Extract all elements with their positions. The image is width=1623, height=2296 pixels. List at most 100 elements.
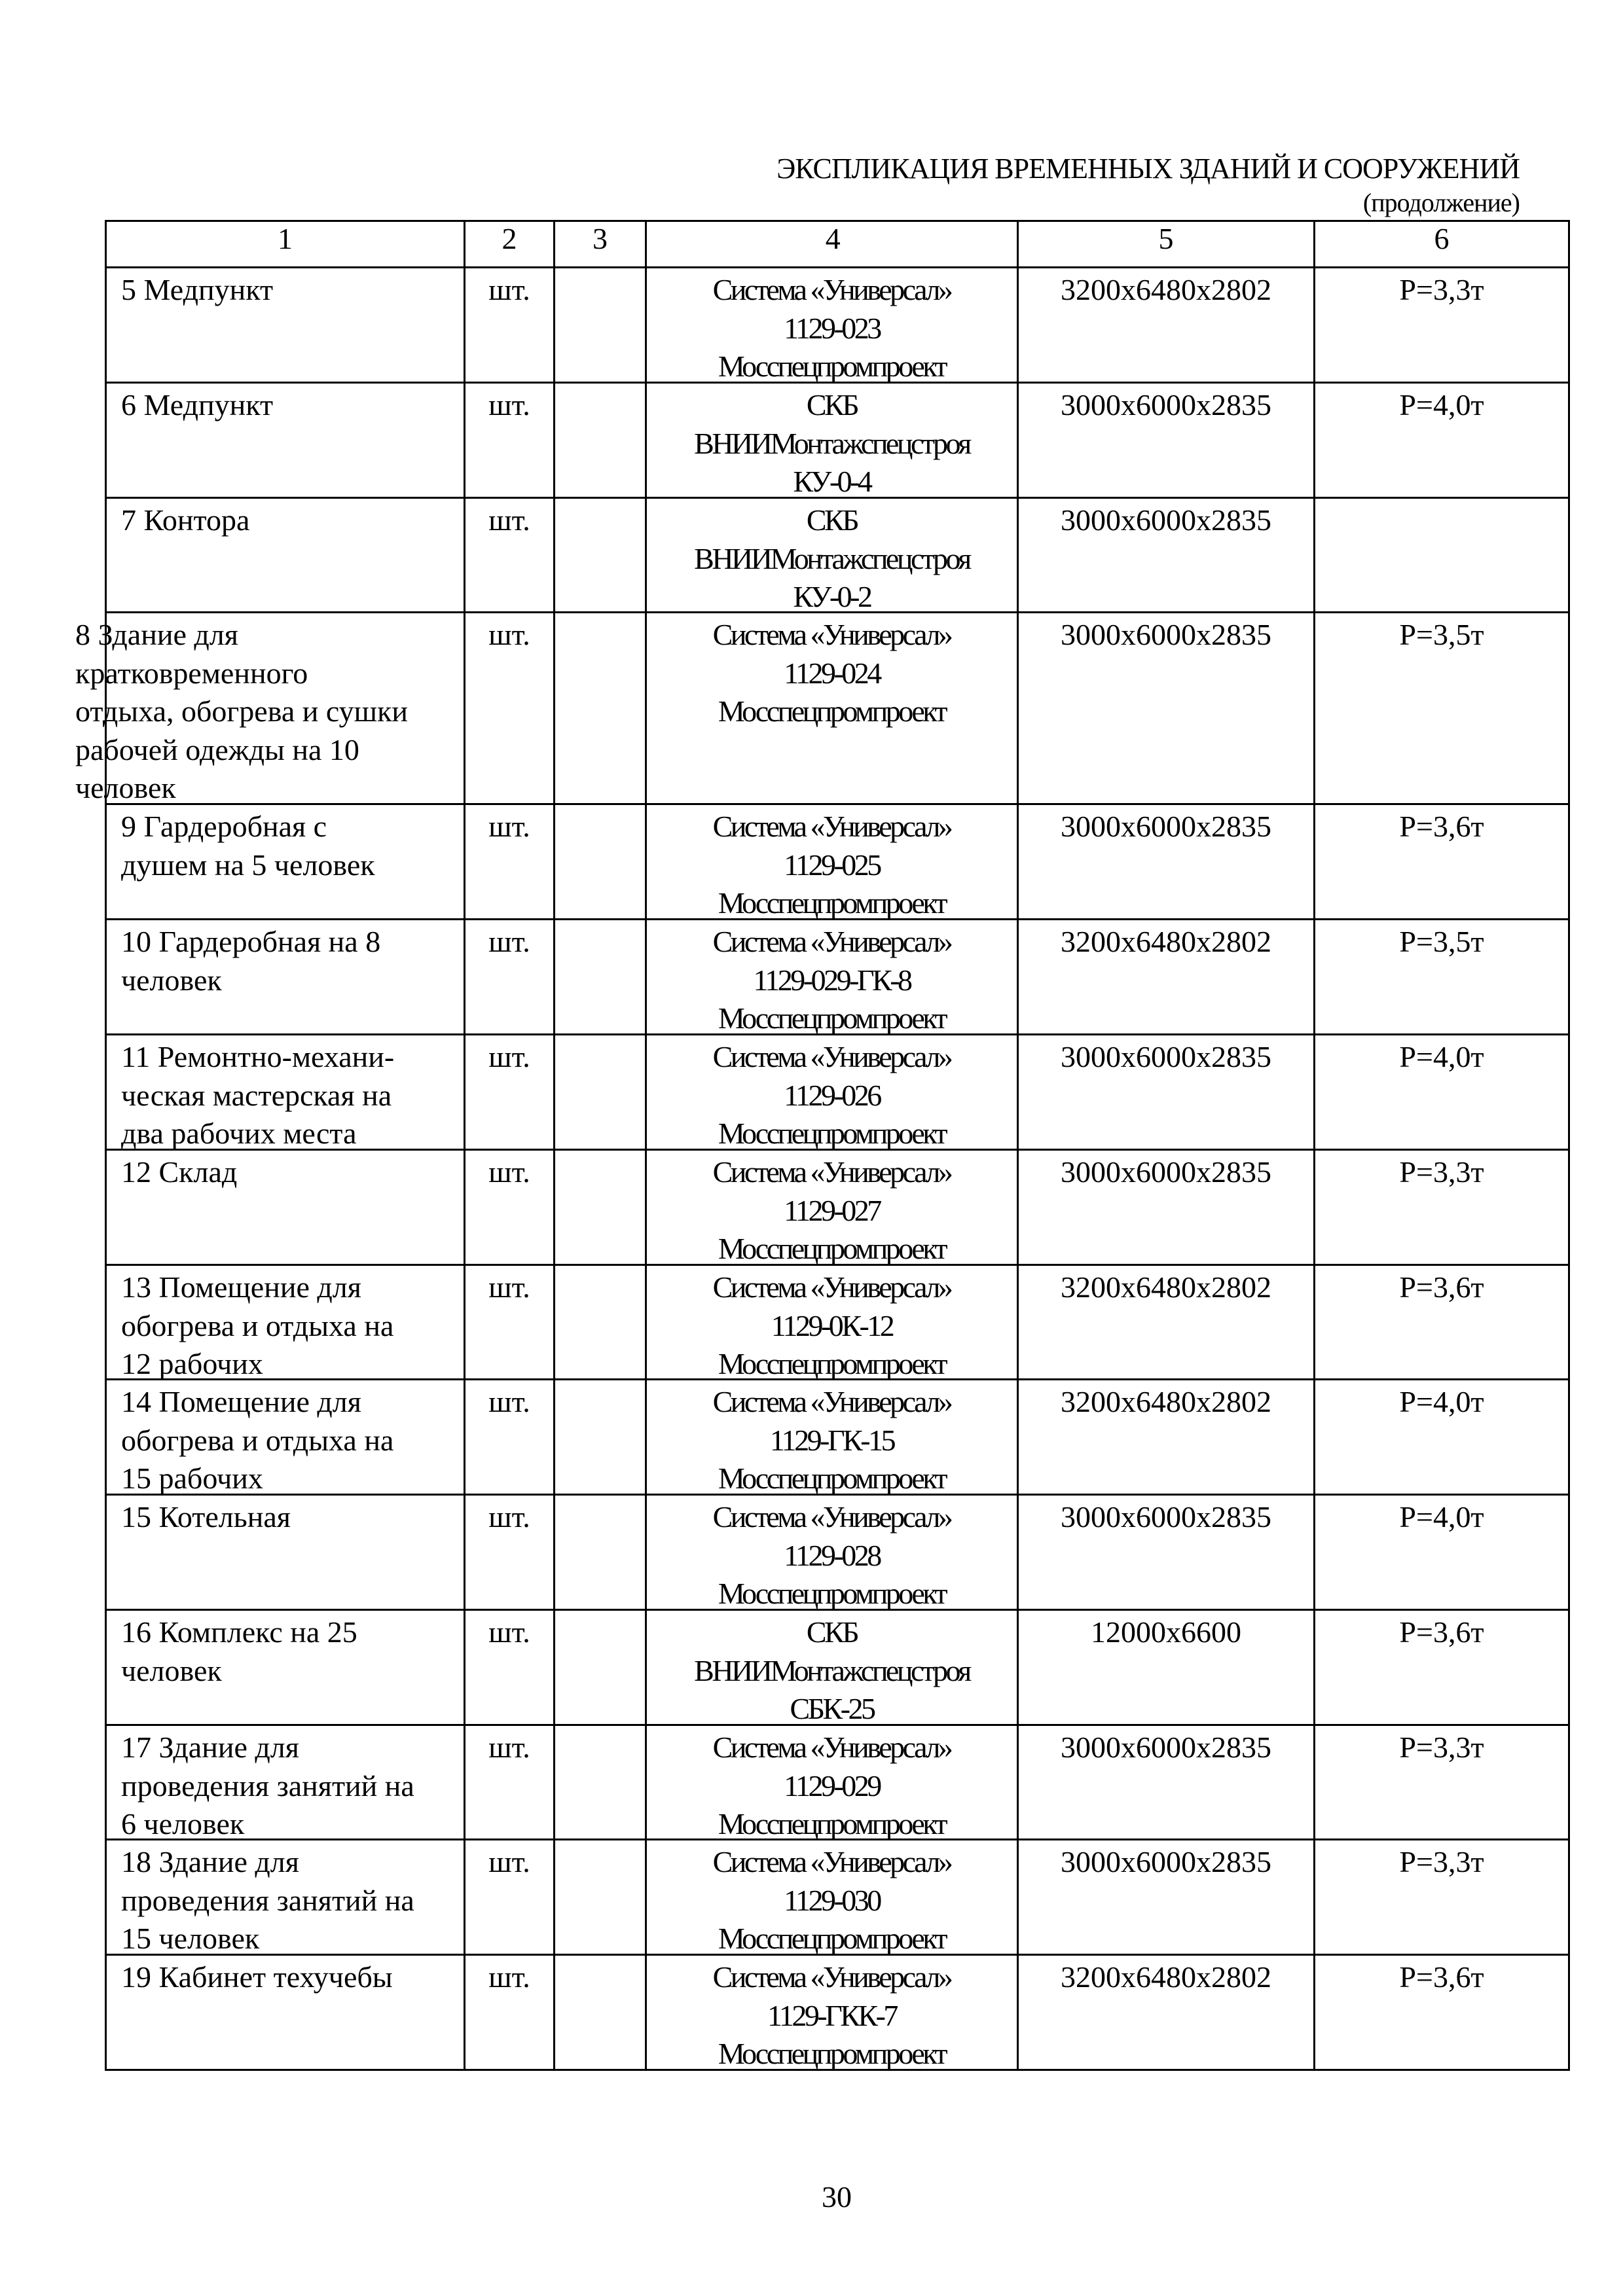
cell-text: шт. — [488, 273, 530, 306]
cell-type: Система «Универсал» 1129-026 Мосспецпромпр… — [645, 1035, 1017, 1150]
cell-text: человек — [75, 771, 176, 805]
cell-text: обогрева и отдыха на — [121, 1423, 394, 1457]
cell-text: P=3,3т — [1399, 1155, 1484, 1189]
cell-name: 18 Здание для проведения занятий на 15 чел… — [105, 1840, 464, 1955]
cell-text: P=3,6т — [1399, 1270, 1484, 1304]
cell-name: 14 Помещение для обогрева и отдыха на 15 р… — [105, 1380, 464, 1495]
page-number: 30 — [822, 2180, 852, 2214]
cell-text: Система «Универсал» — [712, 810, 953, 843]
cell-text: P=3,5т — [1399, 618, 1484, 651]
cell-text: 3000x6000x2835 — [1061, 388, 1271, 422]
cell-text: Система «Универсал» — [712, 1385, 953, 1418]
cell-text: Мосспецпромпроект — [718, 1577, 948, 1611]
cell-text: 1129-029 — [784, 1768, 882, 1803]
cell-text: ВНИИМонтажспецстроя — [694, 1653, 972, 1687]
cell-unit: шт. — [464, 1840, 553, 1954]
cell-text: шт. — [488, 1731, 530, 1764]
cell-text: 13 Помещение для — [121, 1270, 361, 1304]
cell-text: 15 Котельная — [121, 1500, 291, 1534]
cell-text: P=3,6т — [1399, 1960, 1484, 1994]
cell-qty — [553, 920, 645, 1033]
cell-text: 1129-024 — [784, 656, 882, 690]
cell-text: 10 Гардеробная на 8 — [121, 925, 381, 958]
cell-text: Мосспецпромпроект — [718, 694, 948, 728]
cell-text: 3000x6000x2835 — [1061, 1500, 1271, 1534]
cell-text: P=3,3т — [1399, 1845, 1484, 1878]
cell-text: 1129-ГКК-7 — [767, 1998, 898, 2032]
table-row: 11 Ремонтно-механи-ческая мастерская на д… — [105, 1035, 1570, 1151]
cell-name: 12 Склад — [105, 1151, 464, 1264]
table-row: 7 Контора шт. СКБ ВНИИМонтажспецстроя КУ-0-2… — [105, 499, 1570, 613]
cell-text: 18 Здание для — [121, 1845, 299, 1878]
cell-text: 19 Кабинет техучебы — [121, 1960, 393, 1994]
cell-text: P=3,3т — [1399, 1731, 1484, 1764]
table-header-row: 1 2 3 4 5 6 — [105, 220, 1570, 268]
cell-dims: 3200x6480x2802 — [1017, 1266, 1313, 1378]
cell-text: 1129-027 — [784, 1193, 882, 1227]
cell-weight: P=3,6т — [1313, 1956, 1570, 2069]
cell-text: 1129-0К-12 — [771, 1308, 895, 1342]
header-cell: 2 — [464, 220, 553, 266]
cell-type: Система «Универсал» 1129-025 Мосспецпромпр… — [645, 805, 1017, 920]
cell-text: 14 Помещение для — [121, 1385, 361, 1418]
cell-text: 1129-029-ГК-8 — [753, 963, 913, 997]
cell-text: ВНИИМонтажспецстроя — [694, 426, 972, 460]
cell-text: Система «Универсал» — [712, 1270, 953, 1304]
table-row: 5 Медпункт шт. Система «Универсал» 1129-023… — [105, 268, 1570, 384]
cell-text: 4 — [825, 222, 841, 255]
cell-text: P=3,3т — [1399, 273, 1484, 306]
cell-unit: шт. — [464, 268, 553, 382]
cell-text: 3000x6000x2835 — [1061, 618, 1271, 651]
document-title: ЭКСПЛИКАЦИЯ ВРЕМЕННЫХ ЗДАНИЙ И СООРУЖЕНИ… — [776, 152, 1520, 185]
cell-type: Система «Универсал» 1129-030 Мосспецпромпр… — [645, 1840, 1017, 1955]
cell-type: Система «Универсал» 1129-0К-12 Мосспецпром… — [645, 1266, 1017, 1380]
cell-text: Мосспецпромпроект — [718, 1001, 948, 1035]
table-row: 17 Здание для проведения занятий на 6 чело… — [105, 1726, 1570, 1840]
cell-text: Мосспецпромпроект — [718, 1347, 948, 1381]
cell-text: 15 человек — [121, 1922, 260, 1956]
cell-type: Система «Универсал» 1129-029-ГК-8 Мосспецп… — [645, 920, 1017, 1035]
cell-text: Система «Универсал» — [712, 1960, 953, 1994]
cell-text: 16 Комплекс на 25 — [121, 1615, 357, 1649]
table-row: 10 Гардеробная на 8 человек шт. Система «Ун… — [105, 920, 1570, 1035]
cell-qty — [553, 1380, 645, 1494]
cell-text: 3000x6000x2835 — [1061, 1731, 1271, 1764]
cell-text: 3 — [593, 222, 608, 255]
cell-weight — [1313, 499, 1570, 611]
cell-text: P=4,0т — [1399, 1040, 1484, 1073]
cell-text: Мосспецпромпроект — [718, 1922, 948, 1956]
cell-text: 1129-028 — [784, 1538, 882, 1572]
cell-name: 11 Ремонтно-механи-ческая мастерская на д… — [105, 1035, 464, 1150]
cell-unit: шт. — [464, 613, 553, 803]
document-subtitle: (продолжение) — [1362, 188, 1520, 217]
header-cell: 3 — [553, 220, 645, 266]
cell-weight: P=3,6т — [1313, 1611, 1570, 1724]
cell-type: СКБ ВНИИМонтажспецстроя КУ-0-4 — [645, 384, 1017, 498]
cell-text: человек — [121, 1653, 222, 1687]
cell-text: 6 Медпункт — [121, 388, 274, 422]
cell-name: 13 Помещение для обогрева и отдыха на 12 р… — [105, 1266, 464, 1380]
table-row: 14 Помещение для обогрева и отдыха на 15 р… — [105, 1380, 1570, 1496]
cell-weight: P=3,3т — [1313, 1840, 1570, 1954]
cell-type: Система «Универсал» 1129-027 Мосспецпромпр… — [645, 1151, 1017, 1265]
cell-text: 15 рабочих — [121, 1462, 263, 1496]
cell-text: Мосспецпромпроект — [718, 1807, 948, 1841]
cell-text: Система «Универсал» — [712, 618, 953, 651]
cell-text: Система «Универсал» — [712, 1040, 953, 1073]
cell-text: 12000x6600 — [1091, 1615, 1241, 1649]
table-row: 19 Кабинет техучебы шт. Система «Универсал… — [105, 1956, 1570, 2071]
cell-dims: 3200x6480x2802 — [1017, 1380, 1313, 1494]
cell-text: Мосспецпромпроект — [718, 1232, 948, 1266]
cell-text: Мосспецпромпроект — [718, 2037, 948, 2071]
cell-text: Система «Универсал» — [712, 1731, 953, 1764]
cell-unit: шт. — [464, 1496, 553, 1609]
cell-text: два рабочих места — [121, 1117, 357, 1151]
cell-weight: P=3,3т — [1313, 1151, 1570, 1264]
cell-text: 6 — [1434, 222, 1450, 255]
cell-text: рабочей одежды на 10 — [75, 732, 359, 766]
cell-name: 15 Котельная — [105, 1496, 464, 1609]
cell-dims: 3000x6000x2835 — [1017, 1035, 1313, 1149]
cell-text: Мосспецпромпроект — [718, 350, 948, 384]
cell-dims: 3000x6000x2835 — [1017, 1496, 1313, 1609]
cell-text: СКБ — [806, 388, 860, 422]
